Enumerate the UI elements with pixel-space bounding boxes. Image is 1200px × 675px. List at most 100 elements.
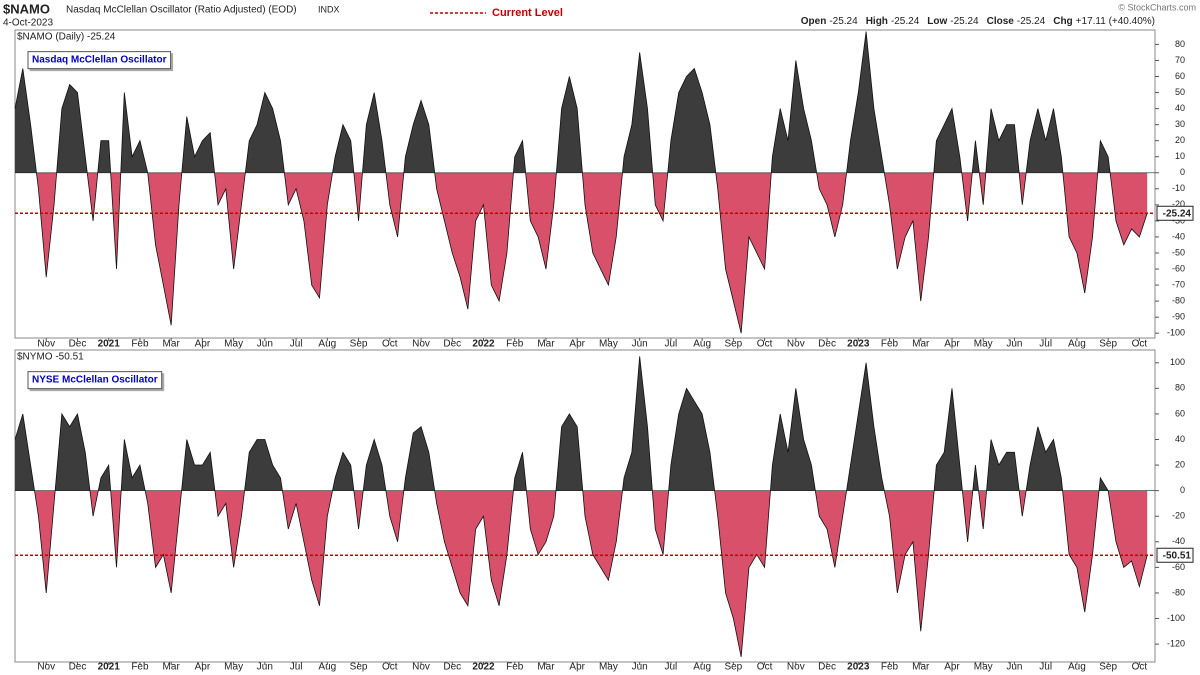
x-tick-label: Sep [724,339,742,350]
x-tick-label: Jun [257,662,273,673]
x-tick-label: Feb [881,662,899,673]
y-tick-label: -70 [1172,279,1185,289]
y-tick-label: -40 [1172,536,1185,546]
x-tick-label: Aug [693,662,711,673]
x-tick-label: Aug [318,339,336,350]
y-tick-label: -50 [1172,247,1185,257]
x-tick-label: Sep [724,662,742,673]
y-tick-label: -20 [1172,511,1185,521]
positive-area [15,31,1111,173]
y-tick-label: 80 [1175,383,1185,393]
x-tick-label: Nov [787,662,805,673]
x-tick-label: Sep [350,662,368,673]
x-tick-label: Mar [537,339,555,350]
panel-label: $NAMO (Daily) -25.24 [17,32,116,43]
positive-area [15,356,1109,491]
y-tick-label: -40 [1172,231,1185,241]
date: 4-Oct-2023 [3,18,53,29]
x-tick-label: Jun [257,339,273,350]
current-level-label: -25.24 [1163,208,1192,219]
x-tick-label: Dec [443,339,461,350]
x-tick-label: Feb [506,339,524,350]
quote-label: Chg [1053,16,1072,27]
x-tick-label: Aug [318,662,336,673]
x-tick-label: Oct [757,662,773,673]
legend-label: Current Level [492,7,563,19]
exchange: INDX [318,4,340,14]
x-tick-label: Feb [131,339,149,350]
x-tick-label: Sep [1099,662,1117,673]
x-tick-label: Apr [195,339,211,350]
y-tick-label: -90 [1172,312,1185,322]
y-tick-label: 10 [1175,151,1185,161]
x-tick-label: Dec [818,339,836,350]
y-tick-label: 20 [1175,459,1185,469]
x-tick-label: Aug [1068,662,1086,673]
y-tick-label: -100 [1167,328,1185,338]
x-tick-label: Dec [69,339,87,350]
y-tick-label: 60 [1175,408,1185,418]
y-tick-label: -60 [1172,562,1185,572]
symbol: $NAMO [3,1,50,16]
x-tick-label: Apr [569,339,585,350]
x-tick-label: Oct [382,339,398,350]
x-tick-label: May [599,339,618,350]
quote-label: Open [801,16,827,27]
oscillator-line [14,356,1148,657]
x-tick-label: Feb [131,662,149,673]
x-tick-label: Nov [37,339,55,350]
x-tick-label: Jun [1006,339,1022,350]
x-tick-label: Feb [881,339,899,350]
current-level-box [1156,205,1194,221]
x-tick-label: May [599,662,618,673]
x-tick-label: Apr [944,662,960,673]
x-tick-label: 2023 [847,662,870,673]
y-tick-label: -100 [1167,613,1185,623]
y-tick-label: 40 [1175,434,1185,444]
x-tick-label: Oct [382,662,398,673]
x-tick-label: 2021 [98,662,121,673]
y-tick-label: 70 [1175,55,1185,65]
description: Nasdaq McClellan Oscillator (Ratio Adjus… [66,5,297,16]
y-tick-label: 0 [1180,167,1185,177]
x-tick-label: Mar [912,339,930,350]
x-tick-label: Mar [537,662,555,673]
x-tick-label: Feb [506,662,524,673]
y-tick-label: -20 [1172,199,1185,209]
quote-label: Close [987,16,1015,27]
x-tick-label: Apr [944,339,960,350]
x-tick-label: 2021 [98,339,121,350]
x-tick-label: May [224,662,243,673]
x-tick-label: Oct [757,339,773,350]
x-tick-label: Mar [163,339,181,350]
x-tick-label: Oct [1132,662,1148,673]
current-level-label: -50.51 [1163,550,1192,561]
x-tick-label: May [974,339,993,350]
x-tick-label: Jul [290,339,303,350]
negative-area [15,172,1148,334]
x-tick-label: Jun [632,662,648,673]
panel-label: $NYMO -50.51 [17,352,84,363]
x-tick-label: Aug [1068,339,1086,350]
y-tick-label: -80 [1172,587,1185,597]
quote-label: High [866,16,888,27]
y-tick-label: 60 [1175,71,1185,81]
x-tick-label: Nov [412,662,430,673]
x-tick-label: Nov [412,339,430,350]
y-tick-label: 0 [1180,485,1185,495]
y-tick-label: 40 [1175,103,1185,113]
y-tick-label: -60 [1172,263,1185,273]
panel-title-box [27,371,163,390]
x-tick-label: May [974,662,993,673]
x-tick-label: Apr [195,662,211,673]
y-tick-label: -80 [1172,295,1185,305]
x-tick-label: Jul [664,339,677,350]
x-tick-label: Oct [1132,339,1148,350]
quote-value: -25.24 [891,16,920,27]
x-tick-label: Aug [693,339,711,350]
x-tick-label: Mar [163,662,181,673]
quote-value: +17.11 (+40.40%) [1076,16,1155,27]
x-tick-label: Sep [1099,339,1117,350]
x-tick-label: Nov [787,339,805,350]
